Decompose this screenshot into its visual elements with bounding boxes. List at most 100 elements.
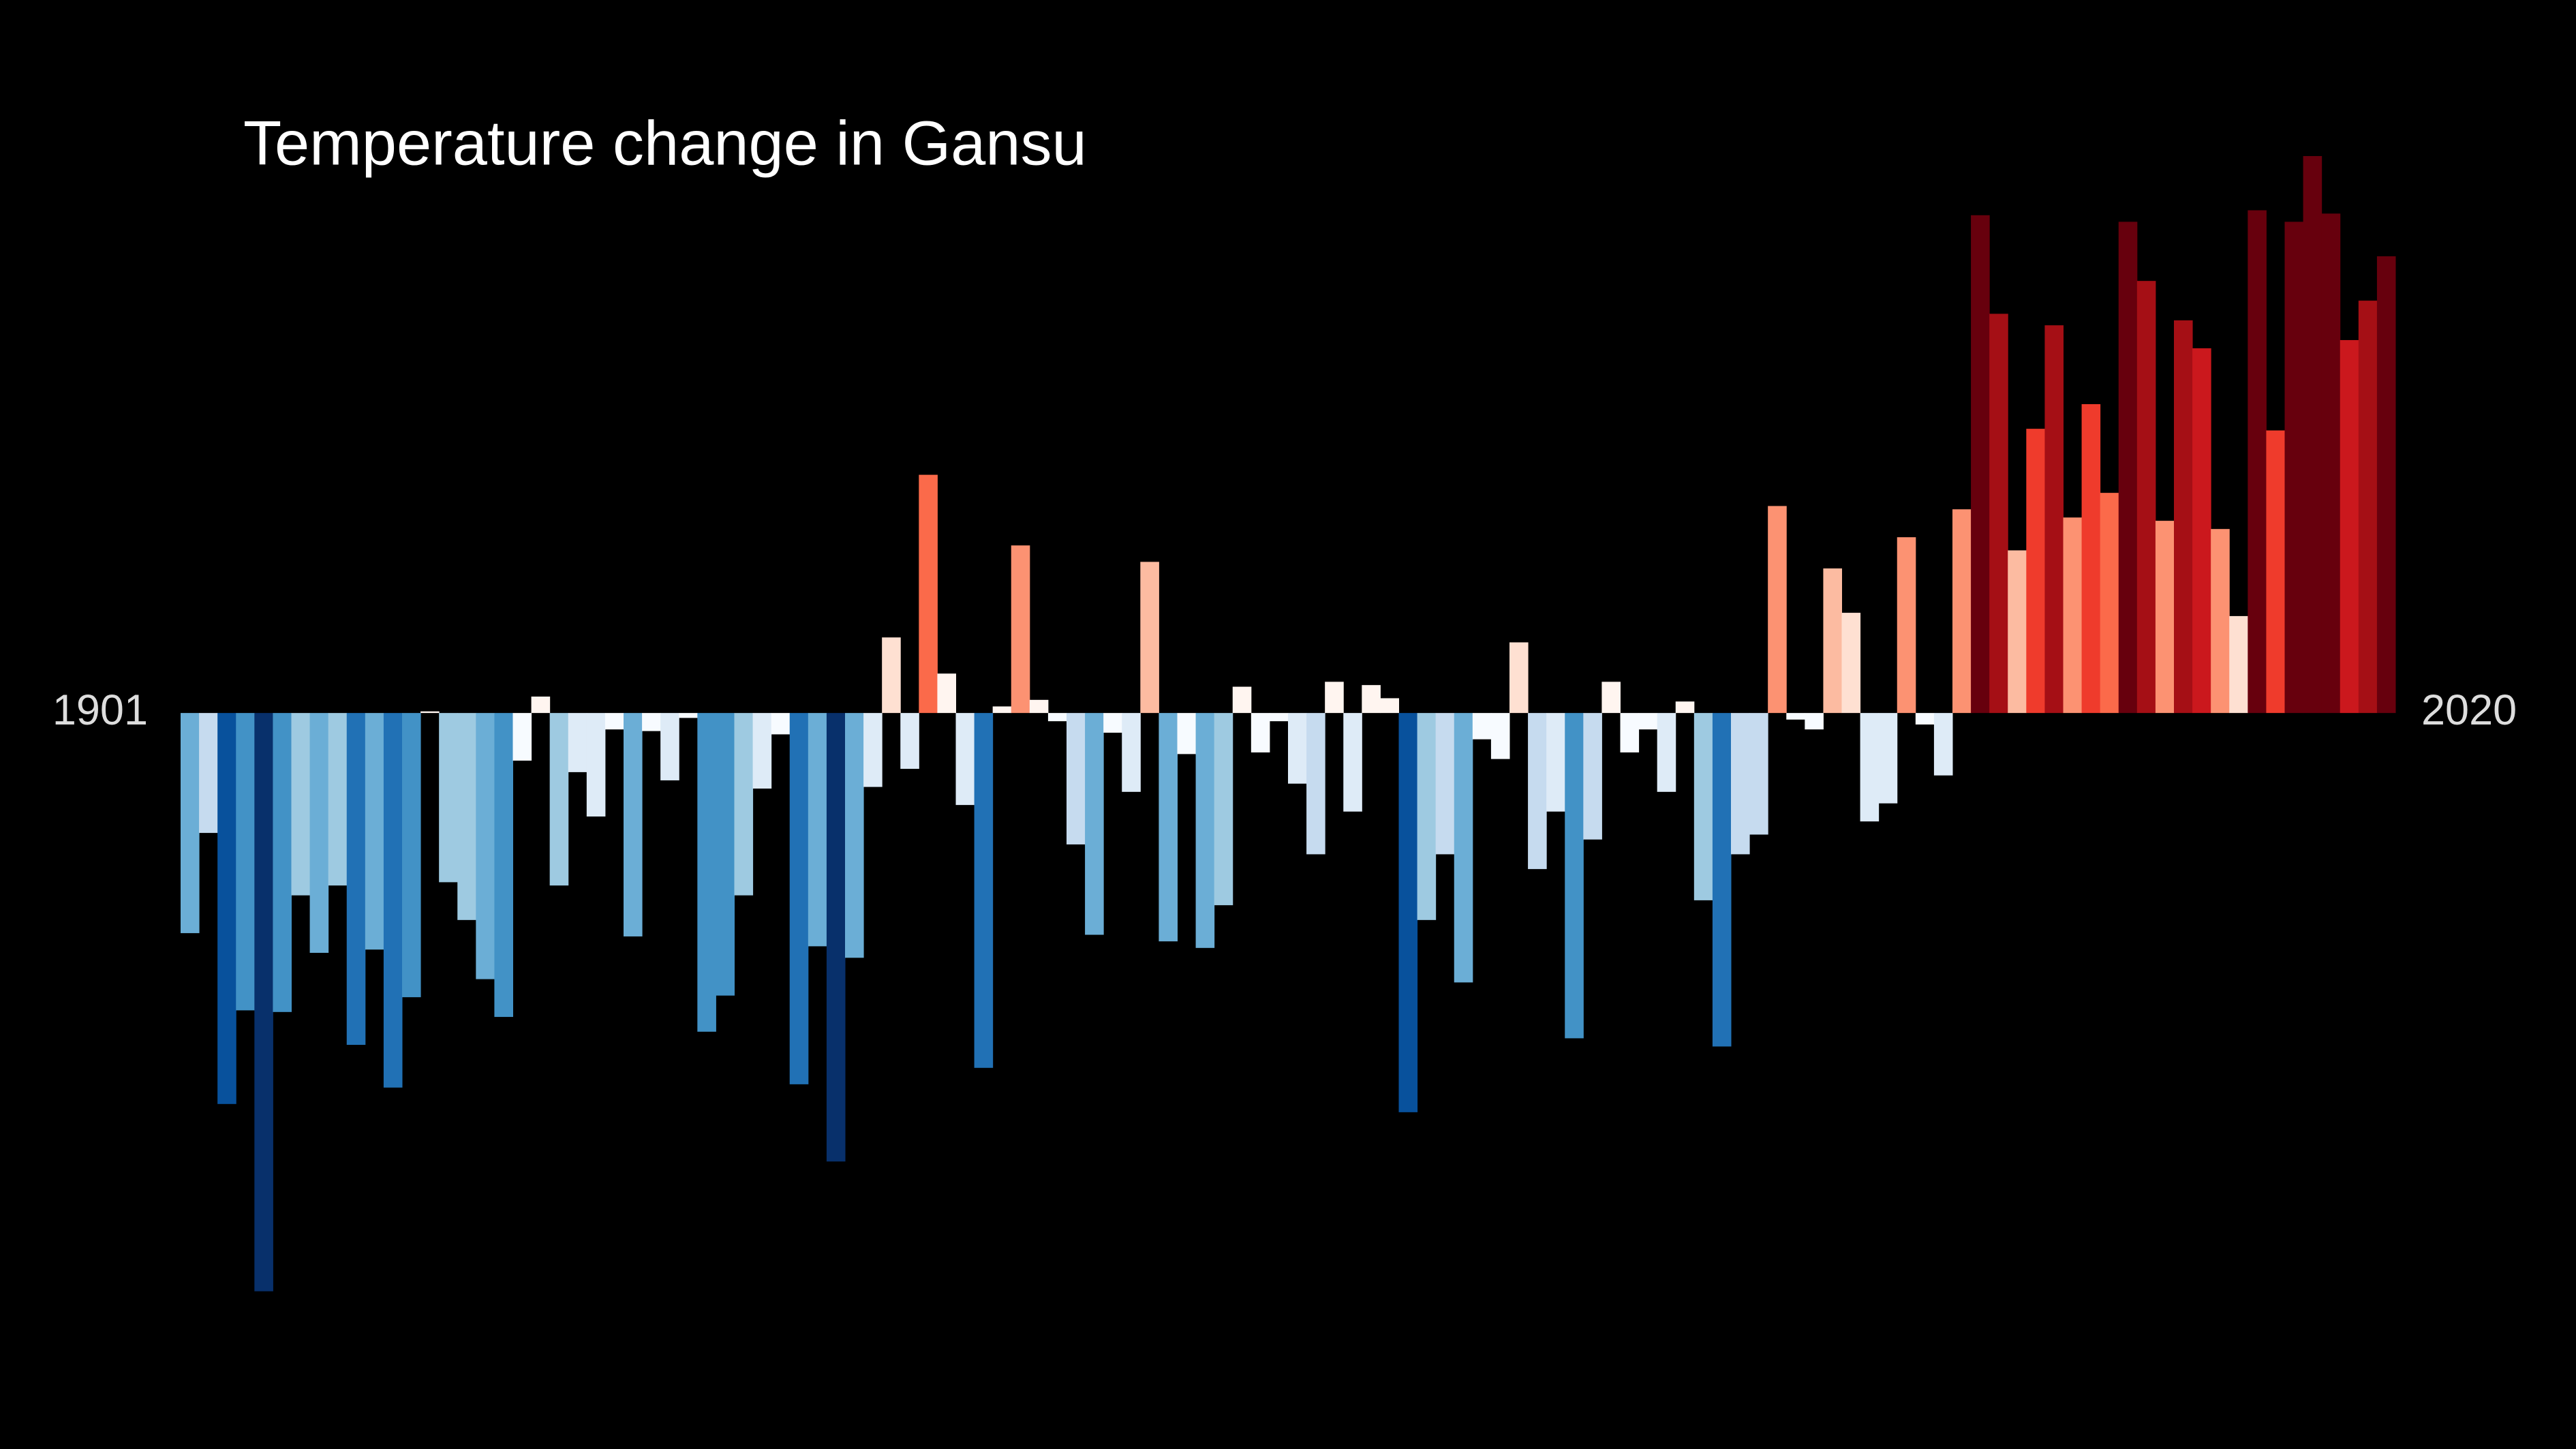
bar: [1933, 713, 1953, 776]
bar: [697, 713, 716, 1032]
bar: [2358, 301, 2378, 714]
bar: [476, 713, 495, 979]
bar: [2118, 222, 2138, 714]
bar: [1952, 509, 1972, 714]
bar: [1989, 314, 2008, 714]
bar: [2044, 325, 2064, 714]
bar: [1472, 713, 1492, 739]
bar: [1620, 713, 1640, 752]
bar: [309, 713, 329, 954]
bar: [1675, 701, 1695, 714]
bar: [1878, 713, 1898, 804]
bar: [660, 713, 679, 780]
bar: [604, 713, 624, 730]
bar: [549, 713, 569, 886]
bar: [974, 713, 994, 1068]
bar: [1786, 713, 1805, 720]
bar: [1435, 713, 1455, 855]
bar: [1454, 713, 1473, 983]
bar: [734, 713, 754, 896]
bar: [2100, 493, 2119, 714]
bar: [586, 713, 606, 817]
bar: [2340, 339, 2359, 714]
bar: [863, 713, 883, 787]
bar: [1140, 562, 1159, 714]
bar: [2008, 550, 2027, 714]
bar: [1159, 713, 1178, 942]
bar: [1195, 713, 1215, 948]
bar: [402, 713, 421, 998]
bar: [181, 713, 200, 934]
bar: [1731, 713, 1750, 855]
bar: [1860, 713, 1880, 822]
bar: [1067, 713, 1086, 844]
bar: [2174, 320, 2193, 714]
bar: [1823, 568, 1842, 714]
bar: [531, 697, 551, 714]
bar: [2248, 210, 2267, 714]
bar: [1693, 713, 1713, 900]
bar: [273, 713, 292, 1012]
bar: [1841, 613, 1861, 714]
bar: [1528, 713, 1547, 870]
bar: [2211, 529, 2230, 714]
bar: [1417, 713, 1437, 920]
bar: [1288, 713, 1307, 784]
bar: [236, 713, 255, 1011]
bar: [919, 474, 938, 714]
bar: [1398, 713, 1418, 1112]
bar: [845, 713, 864, 958]
bar: [346, 713, 366, 1046]
bar: [2321, 213, 2341, 714]
x-tick-label: 2020: [2421, 686, 2517, 734]
bar: [1177, 713, 1197, 754]
bar: [2063, 517, 2083, 714]
bar: [2026, 429, 2045, 714]
bar: [1583, 713, 1602, 840]
bar: [1306, 713, 1325, 855]
bar: [2136, 281, 2156, 714]
bar: [1546, 713, 1565, 812]
bar: [1657, 713, 1676, 792]
bar: [1805, 713, 1824, 730]
bar: [900, 713, 919, 769]
bar: [2081, 403, 2101, 714]
bar: [1029, 699, 1049, 714]
bar: [1897, 537, 1916, 714]
bar: [624, 713, 643, 936]
bar: [420, 711, 440, 714]
bar: [439, 713, 458, 883]
bar: [1362, 685, 1381, 714]
bar: [2303, 155, 2322, 714]
bar: [1712, 713, 1732, 1047]
bar: [2229, 615, 2248, 714]
bar: [1325, 682, 1344, 714]
bar: [1490, 713, 1510, 759]
bar: [716, 713, 735, 996]
bar: [2155, 521, 2175, 714]
bar: [1047, 713, 1067, 722]
bar: [1915, 713, 1935, 724]
bar: [992, 706, 1012, 714]
x-tick-label: 1901: [52, 686, 148, 734]
bar: [1232, 686, 1252, 714]
bar: [1601, 682, 1621, 714]
bar: [1749, 713, 1768, 835]
bar: [1380, 698, 1399, 714]
chart-title: Temperature change in Gansu: [243, 108, 1087, 178]
bar: [494, 713, 513, 1018]
bar: [882, 637, 901, 714]
bar: [1509, 642, 1529, 714]
bar: [1768, 506, 1787, 714]
bar: [1638, 713, 1658, 730]
bar: [955, 713, 975, 806]
bar: [254, 713, 273, 1292]
bar: [1214, 713, 1233, 906]
bar: [642, 713, 661, 731]
bar: [1269, 713, 1289, 722]
bar: [328, 713, 348, 886]
bar: [199, 713, 218, 834]
bar: [1565, 713, 1584, 1039]
